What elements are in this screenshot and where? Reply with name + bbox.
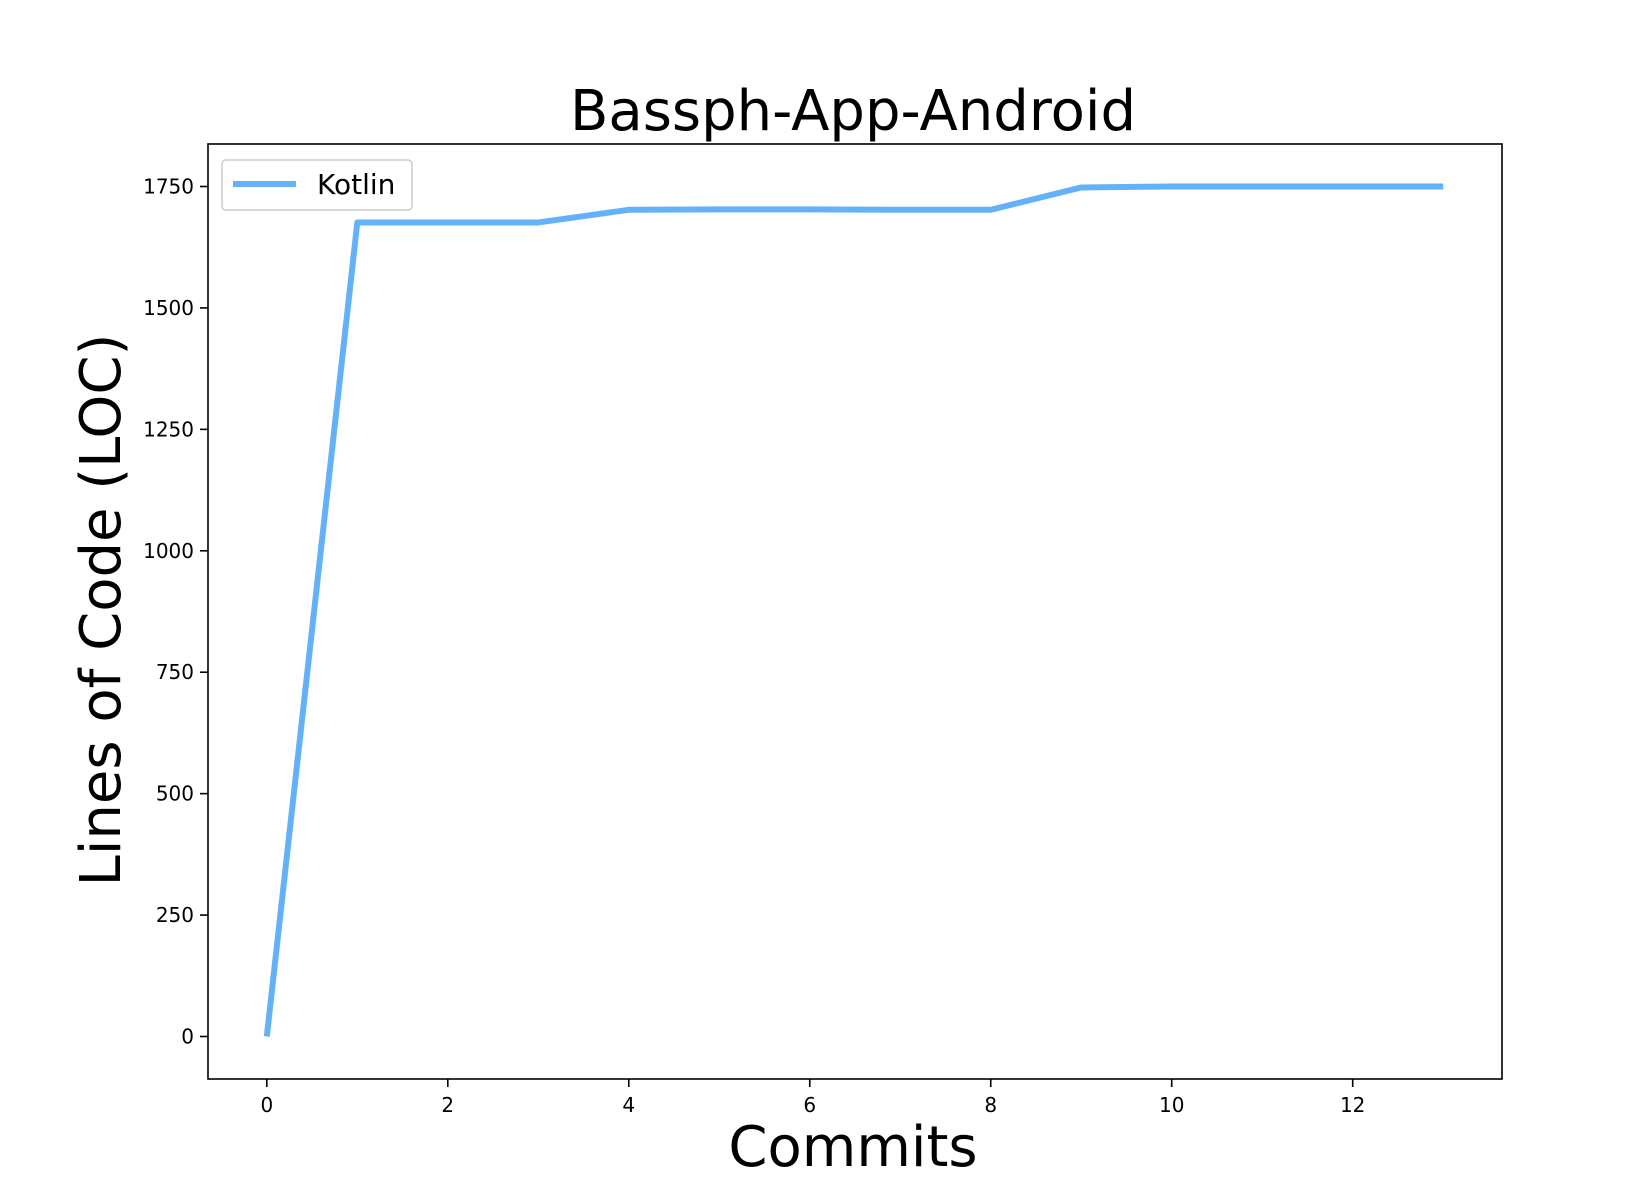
y-tick-label: 1500 [143,296,194,320]
legend-label-kotlin: Kotlin [317,168,395,201]
x-tick-label: 4 [622,1093,635,1117]
y-axis-ticks: 0 250 500 750 1000 1250 1500 1750 [143,175,208,1049]
x-axis-ticks: 0 2 4 6 8 10 12 [260,1079,1365,1117]
x-tick-label: 12 [1340,1093,1365,1117]
y-tick-label: 1750 [143,175,194,199]
x-tick-label: 10 [1159,1093,1184,1117]
x-tick-label: 2 [441,1093,454,1117]
chart-title: Bassph-App-Android [570,79,1136,144]
y-axis-label: Lines of Code (LOC) [69,334,134,887]
y-tick-label: 1250 [143,417,194,441]
x-tick-label: 6 [803,1093,816,1117]
y-tick-label: 500 [156,782,194,806]
series-line-kotlin [263,183,1444,1037]
legend: Kotlin [221,159,413,211]
y-tick-label: 1000 [143,539,194,563]
x-axis-label: Commits [728,1115,977,1180]
x-tick-label: 8 [984,1093,997,1117]
plot-area [207,143,1503,1080]
y-tick-label: 0 [181,1025,194,1049]
y-tick-label: 750 [156,660,194,684]
y-tick-label: 250 [156,903,194,927]
legend-box [221,159,413,211]
plot-frame [207,143,1503,1080]
x-tick-label: 0 [260,1093,273,1117]
